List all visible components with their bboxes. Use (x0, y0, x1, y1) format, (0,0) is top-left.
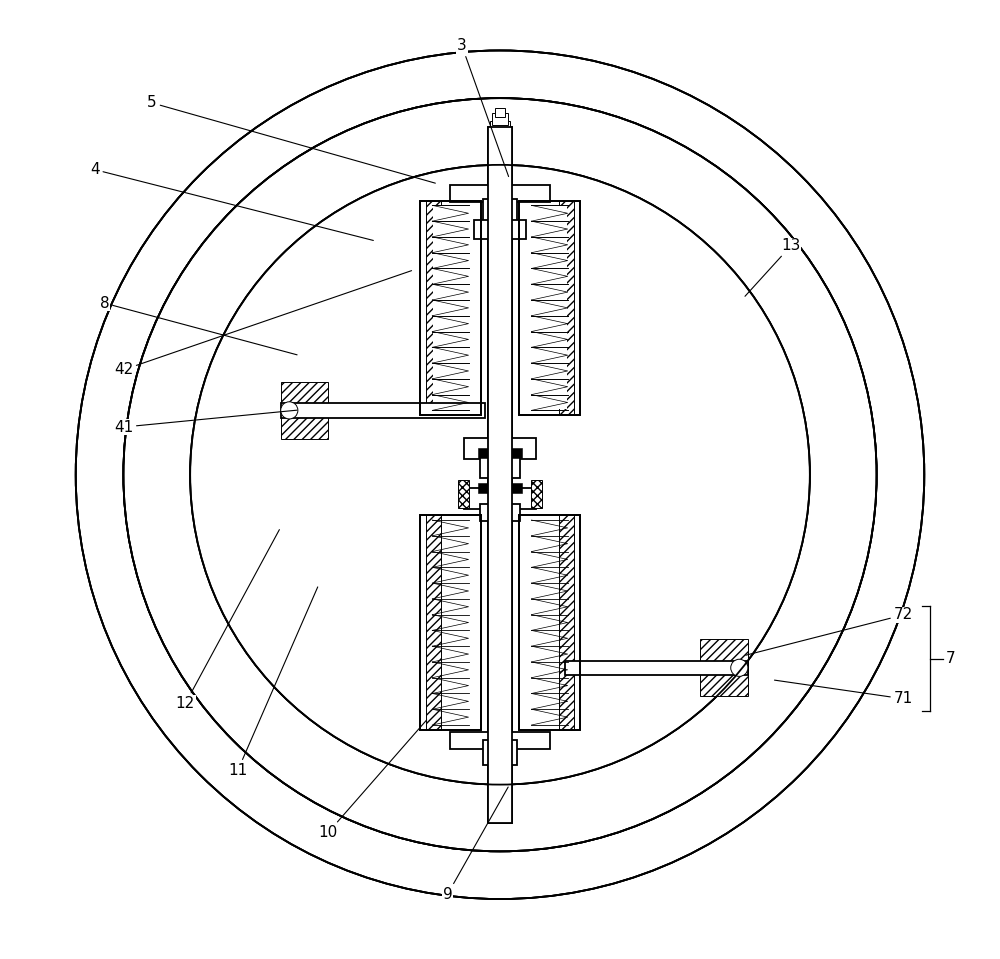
Circle shape (190, 165, 810, 784)
Text: 7: 7 (946, 651, 956, 667)
Bar (532, 206, 567, 409)
Circle shape (190, 165, 810, 784)
Text: 41: 41 (114, 410, 297, 434)
Text: 5: 5 (147, 95, 435, 183)
Bar (420, 515, 481, 730)
Text: 3: 3 (457, 38, 509, 176)
Bar (519, 200, 580, 415)
Text: 12: 12 (176, 529, 279, 711)
Bar (488, 127, 512, 823)
Circle shape (731, 659, 748, 676)
Bar (531, 480, 542, 508)
Bar (420, 200, 481, 415)
Bar (519, 200, 580, 415)
Text: 71: 71 (774, 680, 913, 706)
Circle shape (123, 98, 877, 852)
Bar (495, 107, 505, 117)
Text: 13: 13 (745, 239, 800, 296)
Bar (281, 382, 328, 439)
Bar (464, 437, 536, 458)
Text: 11: 11 (228, 587, 318, 778)
Bar (478, 483, 491, 493)
Bar (559, 515, 574, 730)
Bar (490, 121, 510, 136)
Text: 8: 8 (100, 295, 297, 355)
Bar (420, 200, 481, 415)
Bar (480, 456, 520, 478)
Bar (488, 127, 512, 823)
Text: 4: 4 (90, 162, 373, 241)
Bar (281, 403, 485, 417)
Text: 9: 9 (443, 787, 508, 901)
Bar (464, 488, 536, 509)
Bar (458, 480, 469, 508)
Bar (474, 221, 526, 239)
Text: 42: 42 (114, 270, 412, 377)
Bar (426, 515, 441, 730)
Bar (509, 448, 522, 457)
Bar (519, 515, 580, 730)
Circle shape (76, 51, 924, 899)
Bar (519, 515, 580, 730)
Bar (495, 778, 505, 787)
Bar (559, 200, 574, 415)
Bar (480, 504, 520, 522)
Circle shape (123, 98, 877, 852)
Bar (483, 739, 517, 764)
Circle shape (281, 402, 298, 419)
Bar (509, 483, 522, 493)
Bar (478, 448, 491, 457)
Bar (492, 769, 508, 781)
Bar (700, 640, 748, 696)
Bar (490, 757, 510, 774)
Bar (450, 732, 550, 749)
Bar (426, 200, 441, 415)
Bar (565, 661, 748, 675)
Text: 10: 10 (319, 720, 427, 840)
Bar (492, 113, 508, 125)
Bar (433, 206, 468, 409)
Bar (420, 515, 481, 730)
Bar (483, 199, 517, 222)
Bar (450, 185, 550, 202)
Text: 72: 72 (746, 607, 913, 655)
